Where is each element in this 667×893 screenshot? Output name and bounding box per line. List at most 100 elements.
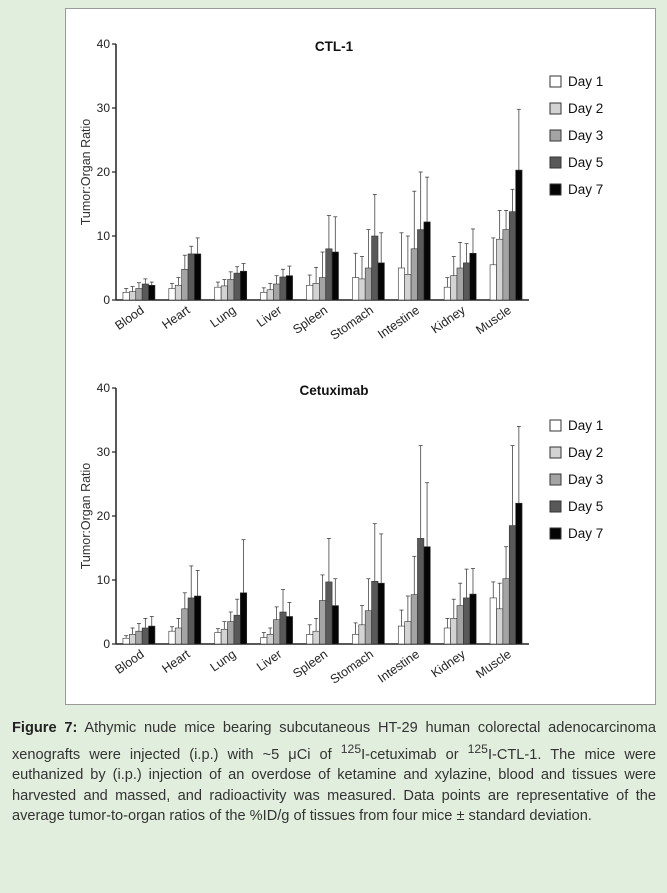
bar-day1-blood [122, 292, 130, 301]
bar-day7-kidney [469, 593, 477, 645]
y-tick-label: 0 [103, 293, 110, 307]
bar-day7-kidney [469, 252, 477, 301]
y-tick-label: 10 [97, 229, 111, 243]
legend-swatch [549, 156, 562, 169]
bar-day3-liver [273, 619, 281, 645]
bar-day2-liver [266, 289, 274, 301]
bar-day2-kidney [450, 275, 458, 301]
bar-day1-kidney [443, 627, 451, 645]
y-tick-label: 40 [97, 381, 111, 395]
bar-day7-muscle [515, 502, 523, 645]
legend-label: Day 1 [568, 418, 603, 433]
bar-day3-kidney [456, 605, 464, 645]
category-label: Stomach [328, 647, 376, 687]
bar-day2-intestine [404, 621, 412, 645]
bar-day5-lung [233, 272, 241, 301]
bar-day3-kidney [456, 267, 464, 301]
legend-label: Day 7 [568, 526, 603, 541]
bar-day5-intestine [417, 538, 425, 645]
bar-day2-blood [129, 634, 137, 645]
bar-day1-lung [214, 632, 222, 645]
legend-label: Day 3 [568, 128, 603, 143]
y-tick-label: 0 [103, 637, 110, 651]
category-label: Kidney [429, 647, 469, 681]
bar-day7-liver [285, 616, 293, 645]
bar-day2-blood [129, 291, 137, 301]
bar-day1-muscle [489, 597, 497, 645]
bar-day2-muscle [496, 238, 504, 301]
bar-day3-lung [227, 621, 235, 645]
bar-day1-heart [168, 288, 176, 301]
bar-day1-stomach [352, 634, 360, 645]
legend-label: Day 5 [568, 155, 603, 170]
y-tick-label: 40 [97, 37, 111, 51]
bar-day1-muscle [489, 264, 497, 301]
bar-day3-muscle [502, 229, 510, 301]
bar-day3-heart [181, 268, 189, 301]
legend-swatch [549, 473, 562, 486]
legend-label: Day 7 [568, 182, 603, 197]
caption-text-3: I-CTL-1. The mice were euthanized by (i.… [12, 746, 656, 825]
cetuximab-bar-chart: Cetuximab Tumor:Organ Ratio 0 10 20 30 40 Blood… [79, 381, 603, 687]
bar-day1-intestine [397, 625, 405, 645]
chart-title: Cetuximab [299, 383, 368, 398]
bar-day7-spleen [331, 251, 339, 301]
legend-label: Day 5 [568, 499, 603, 514]
bar-day5-muscle [508, 525, 516, 645]
bar-day1-blood [122, 637, 130, 645]
bar-day3-stomach [364, 610, 372, 645]
bar-day7-spleen [331, 605, 339, 645]
category-label: Liver [254, 303, 284, 330]
legend-swatch [549, 419, 562, 432]
bar-day1-liver [260, 292, 268, 301]
bar-day2-stomach [358, 624, 366, 645]
legend-swatch [549, 446, 562, 459]
category-label: Kidney [429, 303, 469, 337]
legend-label: Day 3 [568, 472, 603, 487]
bar-day7-lung [240, 270, 248, 301]
y-axis-title: Tumor:Organ Ratio [79, 463, 93, 570]
legend-swatch [549, 129, 562, 142]
bar-day7-liver [285, 275, 293, 301]
bar-day3-intestine [410, 594, 418, 645]
bar-day1-lung [214, 286, 222, 301]
category-label: Lung [208, 647, 239, 674]
legend-swatch [549, 527, 562, 540]
bar-day2-heart [174, 627, 182, 645]
bar-day5-stomach [371, 235, 379, 301]
bar-day5-spleen [325, 248, 333, 301]
bar-day2-stomach [358, 278, 366, 301]
bar-day3-spleen [319, 600, 327, 645]
isotope-superscript-2: 125 [467, 741, 488, 756]
bar-day3-liver [273, 283, 281, 301]
bar-day5-heart [187, 253, 195, 301]
category-label: Muscle [473, 303, 514, 337]
bar-day1-spleen [306, 634, 314, 645]
bar-day1-intestine [397, 267, 405, 301]
bar-day5-kidney [463, 597, 471, 645]
category-label: Heart [159, 647, 193, 676]
bar-day7-stomach [377, 262, 385, 301]
caption-text-2: I-cetuximab or [361, 746, 468, 763]
bar-day3-blood [135, 630, 143, 645]
bar-day3-heart [181, 608, 189, 645]
category-label: Liver [254, 647, 284, 674]
bar-day1-heart [168, 630, 176, 645]
bar-day7-lung [240, 592, 248, 645]
legend-label: Day 1 [568, 74, 603, 89]
bar-day7-blood [148, 625, 156, 645]
bar-day1-kidney [443, 286, 451, 301]
bar-day3-spleen [319, 277, 327, 301]
y-tick-label: 20 [97, 509, 111, 523]
bar-day2-spleen [312, 630, 320, 645]
figure-panel: CTL-1 Tumor:Organ Ratio 0 10 20 30 40 Blood Hear… [65, 8, 656, 705]
bar-day5-liver [279, 611, 287, 645]
bar-day5-liver [279, 276, 287, 301]
y-axis-title: Tumor:Organ Ratio [79, 119, 93, 226]
bar-day3-intestine [410, 248, 418, 301]
bar-day1-spleen [306, 284, 314, 301]
bar-day1-stomach [352, 277, 360, 301]
chart-title: CTL-1 [315, 39, 354, 54]
bar-day2-lung [220, 285, 228, 301]
bar-day7-blood [148, 284, 156, 301]
